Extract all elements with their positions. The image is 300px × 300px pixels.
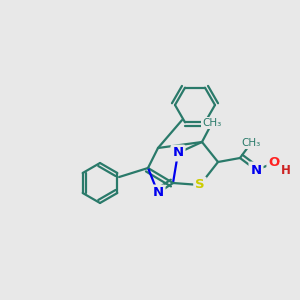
Text: N: N — [172, 146, 184, 160]
Text: H: H — [281, 164, 291, 176]
Text: CH₃: CH₃ — [242, 138, 261, 148]
Text: CH₃: CH₃ — [202, 118, 222, 128]
Text: O: O — [268, 157, 280, 169]
Text: S: S — [195, 178, 205, 191]
Text: N: N — [250, 164, 262, 176]
Text: N: N — [152, 187, 164, 200]
